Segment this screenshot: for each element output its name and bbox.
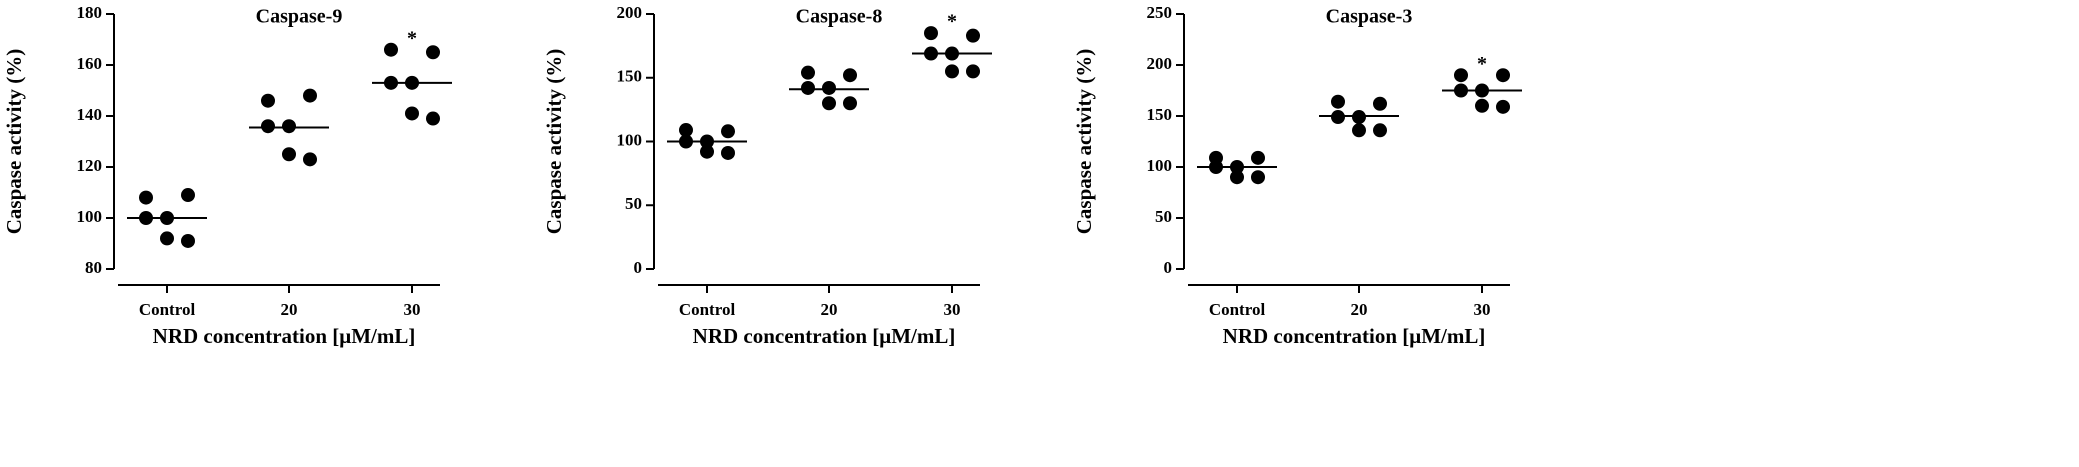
data-point (700, 144, 714, 159)
data-point (1230, 170, 1244, 185)
x-tick-label: Control (679, 300, 736, 319)
y-tick-label: 150 (617, 67, 643, 86)
data-point (181, 233, 195, 248)
data-point (801, 80, 815, 95)
data-point (822, 96, 836, 111)
data-point (1475, 98, 1489, 113)
data-point (261, 119, 275, 134)
data-point (303, 88, 317, 103)
annotation: * (947, 11, 957, 33)
y-tick-label: 50 (1155, 207, 1172, 226)
chart-title: Caspase-8 (796, 6, 883, 28)
x-axis-label: NRD concentration [μM/mL] (153, 324, 416, 348)
data-point (1251, 170, 1265, 185)
x-axis-label: NRD concentration [μM/mL] (1223, 324, 1486, 348)
data-point (1454, 68, 1468, 83)
y-tick-label: 50 (625, 194, 642, 213)
data-point (924, 26, 938, 41)
data-point (1496, 99, 1510, 114)
data-point (261, 93, 275, 108)
y-tick-label: 180 (77, 3, 103, 22)
annotation: * (407, 27, 417, 49)
y-axis-label: Caspase activity (%) (1072, 49, 1096, 234)
x-axis-label: NRD concentration [μM/mL] (693, 324, 956, 348)
y-tick-label: 200 (1147, 54, 1173, 73)
annotation: * (1477, 53, 1487, 75)
y-axis-label: Caspase activity (%) (2, 49, 26, 234)
y-tick-label: 140 (77, 105, 103, 124)
data-point (426, 45, 440, 60)
data-point (1352, 110, 1366, 125)
data-point (1331, 94, 1345, 109)
data-point (945, 64, 959, 79)
y-tick-label: 100 (1147, 156, 1173, 175)
data-point (1496, 68, 1510, 83)
data-point (679, 123, 693, 138)
data-point (282, 147, 296, 162)
data-point (426, 111, 440, 126)
chart-title: Caspase-3 (1326, 6, 1413, 28)
x-tick-label: Control (1209, 300, 1266, 319)
x-tick-label: Control (139, 300, 196, 319)
y-tick-label: 200 (617, 3, 643, 22)
x-tick-label: 30 (944, 300, 961, 319)
data-point (1331, 110, 1345, 125)
y-tick-label: 100 (77, 207, 103, 226)
data-point (966, 64, 980, 79)
chart-title: Caspase-9 (256, 6, 343, 28)
y-tick-label: 120 (77, 156, 103, 175)
x-tick-label: 30 (404, 300, 421, 319)
data-point (1373, 123, 1387, 138)
data-point (721, 124, 735, 139)
data-point (822, 80, 836, 95)
data-point (1352, 123, 1366, 138)
data-point (384, 42, 398, 57)
x-tick-label: 20 (281, 300, 298, 319)
data-point (303, 152, 317, 167)
y-tick-label: 150 (1147, 105, 1173, 124)
x-tick-label: 20 (821, 300, 838, 319)
y-tick-label: 0 (634, 258, 643, 277)
y-tick-label: 80 (85, 258, 102, 277)
x-tick-label: 30 (1474, 300, 1491, 319)
data-point (139, 190, 153, 205)
x-tick-label: 20 (1351, 300, 1368, 319)
data-point (181, 188, 195, 203)
y-tick-label: 250 (1147, 3, 1173, 22)
y-tick-label: 160 (77, 54, 103, 73)
y-tick-label: 0 (1164, 258, 1173, 277)
data-point (721, 145, 735, 160)
data-point (843, 96, 857, 111)
data-point (282, 119, 296, 134)
data-point (1373, 96, 1387, 111)
data-point (160, 231, 174, 246)
y-tick-label: 100 (617, 130, 643, 149)
data-point (1251, 150, 1265, 165)
data-point (405, 106, 419, 121)
data-point (843, 68, 857, 83)
data-point (966, 28, 980, 43)
y-axis-label: Caspase activity (%) (542, 49, 566, 234)
data-point (801, 65, 815, 80)
